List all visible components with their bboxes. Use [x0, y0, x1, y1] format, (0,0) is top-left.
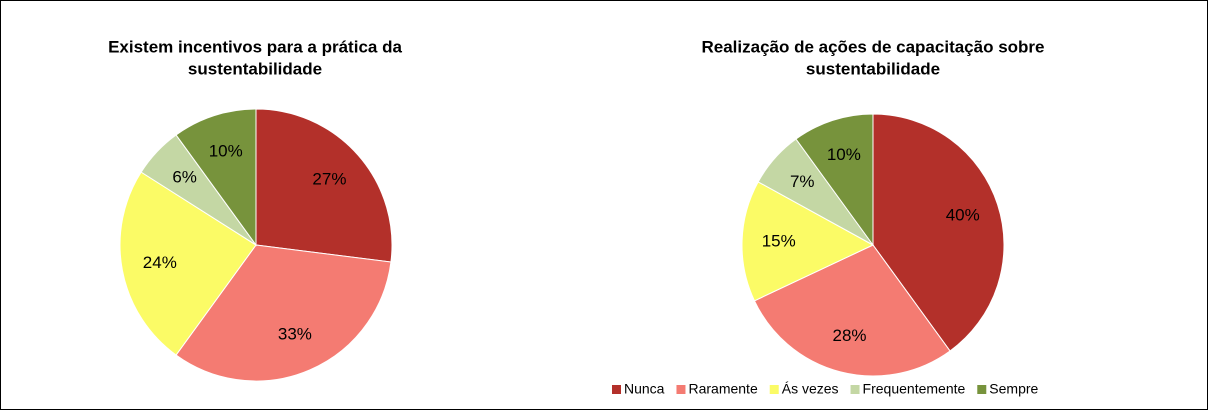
pie-slice: [255, 108, 393, 263]
pie-slice: [119, 171, 257, 356]
data-label: 33%: [278, 324, 312, 343]
data-label: 27%: [312, 170, 346, 189]
legend-swatch: [612, 385, 621, 394]
chart-title: sustentabilidade: [806, 59, 940, 78]
data-label: 10%: [209, 141, 243, 160]
pie-slice: [175, 108, 257, 247]
legend-label: Frequentemente: [863, 381, 966, 397]
chart-title: Existem incentivos para a prática da: [108, 37, 402, 56]
data-label: 7%: [790, 172, 815, 191]
pie-slice: [741, 181, 875, 302]
legend-swatch: [977, 385, 987, 394]
legend-swatch: [850, 385, 860, 394]
data-label: 40%: [946, 205, 980, 224]
legend-label: Ás vezes: [782, 381, 839, 397]
pie-slice: [175, 244, 392, 382]
legend-label: Nunca: [624, 381, 665, 397]
data-label: 10%: [827, 145, 861, 164]
legend-label: Sempre: [989, 381, 1038, 397]
chart-title: sustentabilidade: [188, 59, 322, 78]
data-label: 6%: [172, 167, 197, 186]
data-label: 28%: [833, 326, 867, 345]
pie-slice: [872, 113, 1005, 352]
data-label: 15%: [762, 232, 796, 251]
pie-slice: [753, 244, 951, 377]
legend-swatch: [769, 385, 779, 394]
legend-label: Raramente: [688, 381, 757, 397]
chart-title: Realização de ações de capacitação sobre: [701, 37, 1044, 56]
data-label: 24%: [143, 253, 177, 272]
legend-swatch: [676, 385, 686, 394]
pie-slice: [795, 113, 874, 247]
